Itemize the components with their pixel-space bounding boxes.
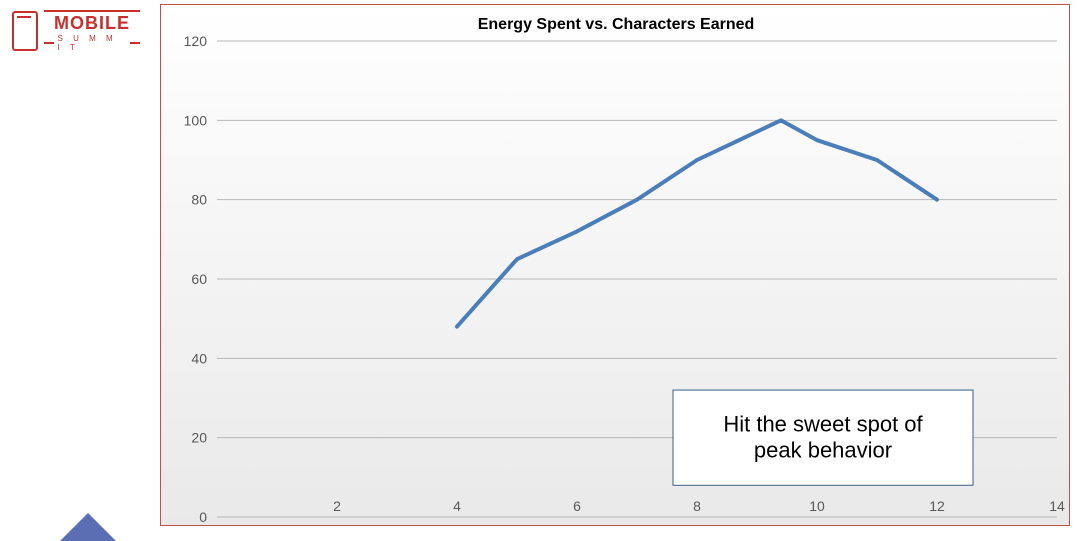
chart-title: Energy Spent vs. Characters Earned xyxy=(478,16,755,33)
line-series-characters xyxy=(457,120,937,326)
y-tick-label: 120 xyxy=(184,33,208,49)
annotation-text: Hit the sweet spot of xyxy=(723,412,923,437)
mobile-summit-logo: MOBILE S U M M I T xyxy=(12,8,147,56)
x-tick-label: 8 xyxy=(693,498,701,514)
phone-icon xyxy=(12,11,38,51)
y-tick-label: 0 xyxy=(199,509,207,525)
x-tick-label: 10 xyxy=(809,498,825,514)
logo-text: MOBILE S U M M I T xyxy=(44,10,140,53)
logo-word: MOBILE xyxy=(54,13,130,33)
decorative-triangle xyxy=(60,513,116,541)
y-tick-label: 20 xyxy=(191,430,207,446)
y-tick-label: 60 xyxy=(191,271,207,287)
x-tick-label: 2 xyxy=(333,498,341,514)
x-tick-label: 6 xyxy=(573,498,581,514)
y-tick-label: 80 xyxy=(191,192,207,208)
x-tick-label: 12 xyxy=(929,498,945,514)
x-tick-label: 14 xyxy=(1049,498,1065,514)
x-tick-label: 4 xyxy=(453,498,461,514)
energy-chart: 0 20 40 60 80 100 120 2 4 6 8 10 12 14 Energy Spent vs… xyxy=(161,5,1071,527)
annotation-text: peak behavior xyxy=(754,438,892,463)
chart-frame: 0 20 40 60 80 100 120 2 4 6 8 10 12 14 Energy Spent vs… xyxy=(160,4,1070,526)
y-tick-label: 40 xyxy=(191,350,207,366)
y-tick-label: 100 xyxy=(184,112,208,128)
logo-tagline: S U M M I T xyxy=(44,33,140,53)
